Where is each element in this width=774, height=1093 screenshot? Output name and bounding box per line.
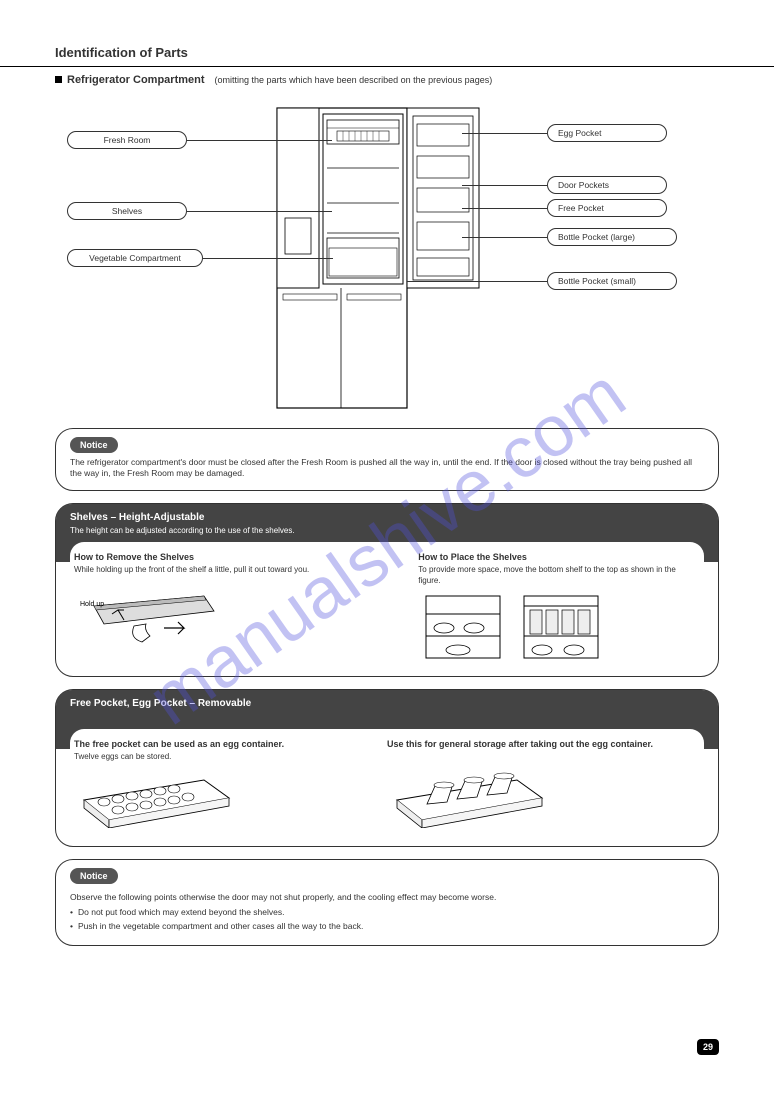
panel-title: Free Pocket, Egg Pocket – Removable: [70, 698, 704, 709]
panel-body: How to Remove the Shelves While holding …: [70, 542, 704, 666]
page-header: Identification of Parts: [0, 0, 774, 67]
callout-egg-pocket: Egg Pocket: [547, 124, 667, 142]
egg-tray-illustration: [74, 768, 244, 828]
sub-desc-egg: Twelve eggs can be stored.: [74, 752, 387, 762]
panel-shelves: Shelves – Height-Adjustable The height c…: [55, 503, 719, 677]
callout-line: [203, 258, 333, 259]
holdup-label: Hold up: [80, 601, 104, 608]
callout-line: [462, 133, 547, 134]
cup-tray-illustration: [387, 768, 557, 828]
callout-bottle-small: Bottle Pocket (small): [547, 272, 677, 290]
panel-desc-empty: [70, 712, 704, 722]
notice-badge: Notice: [70, 868, 118, 884]
notice-badge: Notice: [70, 437, 118, 453]
shelf-remove-illustration: Hold up: [74, 586, 234, 656]
callout-bottle-large: Bottle Pocket (large): [547, 228, 677, 246]
sub-title-general: Use this for general storage after takin…: [387, 739, 700, 749]
panel-notice-bottom: Notice Observe the following points othe…: [55, 859, 719, 946]
fridge-diagram: Fresh Room Shelves Vegetable Compartment…: [57, 98, 717, 418]
shelf-config-b: [516, 592, 606, 662]
callout-line: [187, 140, 332, 141]
section-title: Refrigerator Compartment: [67, 74, 205, 86]
sub-title-place: How to Place the Shelves: [418, 552, 700, 562]
page-title: Identification of Parts: [55, 45, 719, 66]
shelf-config-a: [418, 592, 508, 662]
callout-line: [187, 211, 332, 212]
panel-body: The free pocket can be used as an egg co…: [70, 729, 704, 836]
sub-title-remove: How to Remove the Shelves: [74, 552, 410, 562]
notice-text: The refrigerator compartment's door must…: [70, 457, 704, 480]
panel-notice-freshroom: Notice The refrigerator compartment's do…: [55, 428, 719, 491]
callout-free-pocket: Free Pocket: [547, 199, 667, 217]
section-title-row: Refrigerator Compartment (omitting the p…: [0, 73, 774, 86]
bullet-icon: •: [70, 921, 73, 933]
notice-body: Observe the following points otherwise t…: [70, 892, 704, 933]
notice-intro: Observe the following points otherwise t…: [70, 892, 704, 904]
notice-item: Do not put food which may extend beyond …: [78, 907, 285, 919]
sub-desc-remove: While holding up the front of the shelf …: [74, 565, 410, 575]
sub-desc-empty: [387, 752, 700, 762]
callout-door-pockets: Door Pockets: [547, 176, 667, 194]
callout-vegetable: Vegetable Compartment: [67, 249, 203, 267]
sub-title-egg: The free pocket can be used as an egg co…: [74, 739, 387, 749]
callout-line: [462, 208, 547, 209]
callout-line: [407, 281, 547, 282]
notice-item: Push in the vegetable compartment and ot…: [78, 921, 363, 933]
square-bullet-icon: [55, 76, 62, 83]
panel-desc: The height can be adjusted according to …: [70, 526, 704, 536]
bullet-icon: •: [70, 907, 73, 919]
callout-shelves: Shelves: [67, 202, 187, 220]
callout-line: [462, 237, 547, 238]
sub-desc-place: To provide more space, move the bottom s…: [418, 565, 700, 586]
callout-fresh-room: Fresh Room: [67, 131, 187, 149]
section-subtitle: (omitting the parts which have been desc…: [215, 75, 493, 85]
panel-title: Shelves – Height-Adjustable: [70, 512, 704, 523]
callout-line: [462, 185, 547, 186]
page-number: 29: [697, 1039, 719, 1055]
panel-pockets: Free Pocket, Egg Pocket – Removable The …: [55, 689, 719, 847]
